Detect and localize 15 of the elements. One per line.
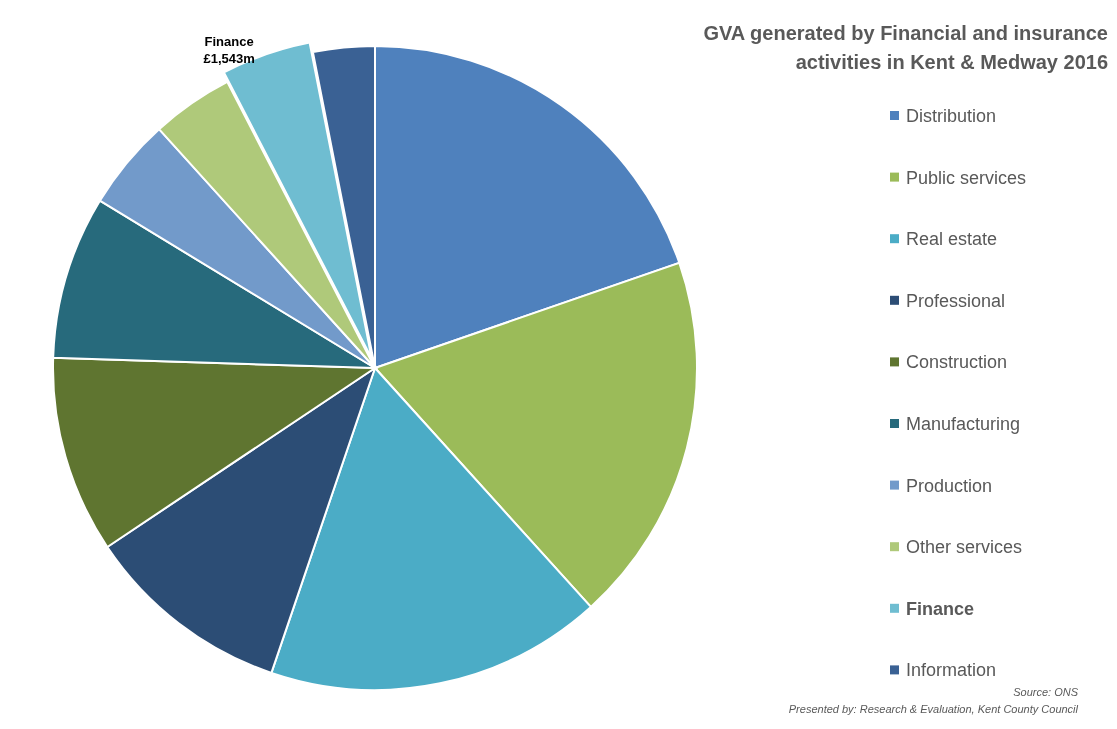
legend-label: Other services <box>906 537 1023 558</box>
legend-label: Real estate <box>906 229 998 250</box>
legend-label: Finance <box>906 598 975 619</box>
legend-label: Distribution <box>906 106 997 126</box>
chart-title: GVA generated by Financial and insurance activities in Kent & Medway 2016 <box>703 22 1108 73</box>
source-note: Source: ONS <box>1013 686 1079 698</box>
legend-label: Production <box>906 475 993 496</box>
legend-label: Professional <box>906 290 1006 311</box>
legend-label: Information <box>906 660 997 681</box>
slice-label: Finance <box>204 33 254 49</box>
legend-label: Public services <box>906 167 1027 188</box>
legend-label: Manufacturing <box>906 414 1021 434</box>
legend-label: Construction <box>906 352 1008 373</box>
text: Presented by: Research & Evaluation, Kent County Council <box>788 703 1079 715</box>
data-label: £1,543m <box>203 50 255 66</box>
